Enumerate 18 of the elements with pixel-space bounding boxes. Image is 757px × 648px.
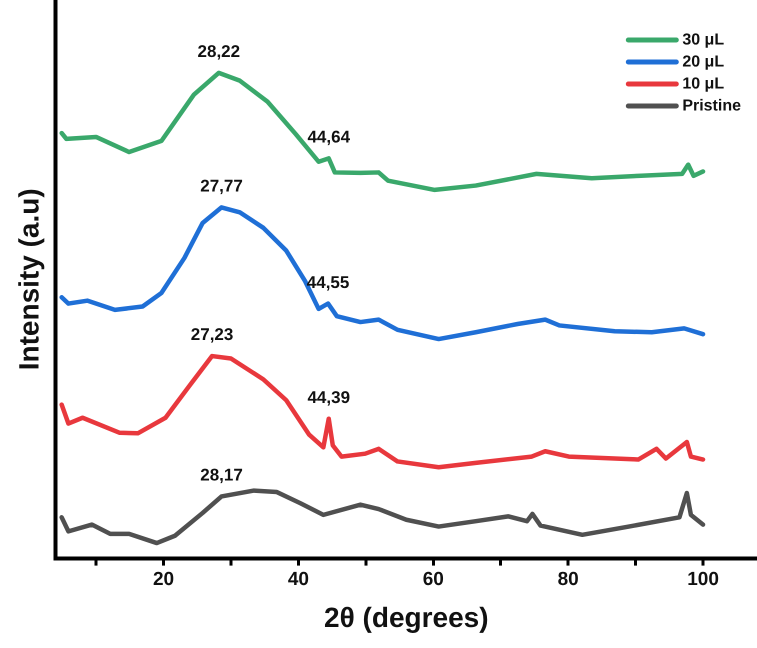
x-tick-label: 80: [558, 569, 579, 590]
annotation: 44,55: [306, 272, 350, 292]
legend-label: Pristine: [682, 97, 742, 114]
legend-label: 10 μL: [682, 75, 724, 92]
x-tick-label: 60: [422, 569, 444, 590]
legend-label: 20 μL: [682, 53, 724, 70]
x-axis-title: 2θ (degrees): [324, 602, 489, 633]
x-tick-label: 40: [288, 569, 309, 590]
annotation: 44,64: [307, 128, 351, 147]
x-tick-label: 20: [152, 569, 174, 590]
x-tick-label: 100: [687, 569, 719, 590]
annotation: 28,22: [198, 42, 240, 62]
annotation: 28,17: [200, 466, 243, 485]
annotation: 44,39: [307, 388, 350, 407]
annotation: 27,77: [200, 176, 243, 196]
y-axis-title: Intensity (a.u): [14, 188, 45, 370]
annotation: 27,23: [190, 325, 234, 344]
legend-label: 30 μL: [682, 31, 724, 48]
